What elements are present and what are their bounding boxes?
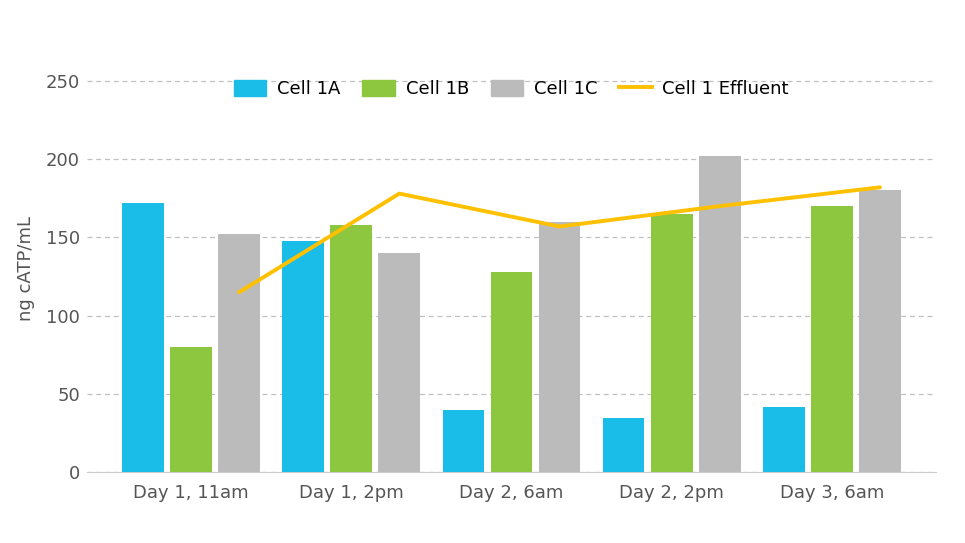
Bar bbox=[699, 156, 740, 472]
Bar bbox=[763, 407, 805, 472]
Bar bbox=[603, 418, 645, 472]
Bar bbox=[330, 225, 372, 472]
Bar bbox=[490, 272, 533, 472]
Y-axis label: ng cATP/mL: ng cATP/mL bbox=[16, 216, 35, 321]
Bar bbox=[538, 222, 580, 472]
Bar bbox=[650, 214, 693, 472]
Bar bbox=[811, 206, 853, 472]
Bar bbox=[378, 253, 420, 472]
Bar bbox=[283, 241, 324, 472]
Bar bbox=[859, 191, 900, 472]
Bar bbox=[123, 203, 164, 472]
Bar bbox=[443, 410, 484, 472]
Bar bbox=[170, 347, 212, 472]
Legend: Cell 1A, Cell 1B, Cell 1C, Cell 1 Effluent: Cell 1A, Cell 1B, Cell 1C, Cell 1 Efflue… bbox=[229, 74, 794, 103]
Bar bbox=[218, 235, 260, 472]
